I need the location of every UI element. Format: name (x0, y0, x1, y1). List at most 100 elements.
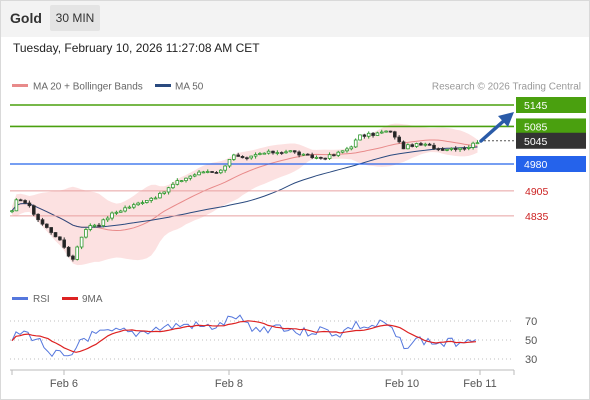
candle-body (149, 197, 154, 201)
interval-tab[interactable]: 30 MIN (50, 5, 100, 31)
candle-body (131, 204, 136, 208)
pivot-tag (516, 156, 586, 172)
candle-body (258, 153, 262, 155)
candle-body (153, 197, 158, 200)
candle-body (314, 156, 319, 159)
candle-body (445, 148, 449, 151)
candle-body (284, 151, 288, 154)
resistance-label: 5145 (524, 100, 548, 112)
scenario-arrow-head (498, 112, 514, 127)
candle-body (388, 130, 393, 133)
candle-body (36, 213, 40, 221)
current-price-label: 5045 (524, 136, 548, 148)
rsi-ma-line (11, 320, 477, 353)
candle-body (136, 202, 140, 206)
candle-body (379, 131, 384, 134)
candle-body (301, 153, 306, 156)
candle-body (340, 150, 345, 153)
candle-body (401, 141, 406, 150)
candle-body (362, 134, 367, 137)
x-axis-label: Feb 11 (463, 378, 496, 390)
candle-body (349, 146, 354, 150)
candle-body (466, 146, 471, 149)
candle-body (275, 152, 280, 154)
candle-body (71, 255, 75, 260)
candle-body (336, 151, 341, 156)
candle-body (436, 148, 441, 151)
candle-body (471, 142, 475, 148)
candle-body (92, 224, 97, 227)
candle-body (114, 211, 119, 214)
rsi-tick-label: 70 (525, 316, 537, 328)
support-label: 4835 (525, 211, 549, 223)
candle-body (123, 207, 127, 212)
candle-body (144, 199, 149, 203)
scenario-arrow (479, 116, 509, 143)
candle-body (184, 177, 188, 181)
candle-body (245, 157, 249, 160)
current-price-tag (516, 132, 586, 149)
candle-body (414, 143, 419, 147)
candle-body (410, 144, 414, 147)
ma20-legend-label: MA 20 + Bollinger Bands (33, 82, 143, 93)
candle-body (240, 155, 245, 159)
candle-body (432, 144, 436, 150)
candle-body (419, 143, 423, 146)
candle-body (392, 131, 397, 138)
candle-body (353, 139, 358, 148)
candle-body (140, 202, 145, 205)
candle-body (253, 154, 258, 157)
candle-body (332, 154, 336, 157)
ma20-legend-swatch (12, 84, 28, 87)
rsi-legend-label: RSI (33, 294, 50, 305)
timestamp: Tuesday, February 10, 2026 11:27:08 AM C… (13, 41, 260, 55)
candle-body (171, 183, 175, 189)
bollinger-band-area (12, 123, 478, 266)
candle-body (201, 171, 206, 174)
candle-body (210, 171, 214, 173)
candle-body (101, 219, 106, 227)
resistance-label: 5085 (524, 121, 548, 133)
candle-body (10, 210, 14, 213)
candle-body (188, 175, 193, 179)
candle-body (118, 210, 123, 213)
candle-body (406, 144, 410, 150)
credit-text: Research © 2026 Trading Central (432, 82, 581, 93)
candle-body (327, 154, 332, 159)
candle-body (75, 246, 80, 260)
resistance-tag (516, 118, 586, 135)
candle-body (18, 199, 23, 202)
candle-body (266, 150, 271, 154)
candle-body (97, 224, 101, 227)
candle-body (192, 174, 197, 177)
candle-body (53, 232, 58, 238)
candle-body (319, 156, 323, 159)
candle-body (397, 136, 401, 143)
candle-body (262, 152, 267, 155)
ma50-legend-swatch (155, 84, 171, 87)
candle-body (58, 236, 62, 241)
candle-body (45, 223, 49, 228)
candle-body (223, 165, 227, 171)
rsi-ma-legend-label: 9MA (82, 294, 103, 305)
candle-body (271, 150, 275, 154)
candle-body (14, 199, 19, 212)
candle-body (105, 217, 110, 221)
candle-body (384, 130, 388, 133)
candle-body (110, 212, 114, 219)
candle-body (49, 227, 53, 233)
candle-body (40, 219, 45, 225)
candle-body (345, 148, 349, 152)
support-label: 4905 (525, 186, 549, 198)
candle-body (23, 200, 27, 204)
rsi-legend-swatch (12, 297, 28, 300)
candle-body (231, 154, 236, 160)
candle-body (127, 206, 132, 209)
candle-body (197, 171, 201, 176)
x-axis-label: Feb 8 (215, 378, 243, 390)
rsi-tick-label: 30 (525, 354, 537, 366)
candle-body (366, 132, 371, 137)
candle-body (449, 147, 454, 150)
candle-body (297, 151, 301, 156)
candle-body (305, 153, 310, 156)
